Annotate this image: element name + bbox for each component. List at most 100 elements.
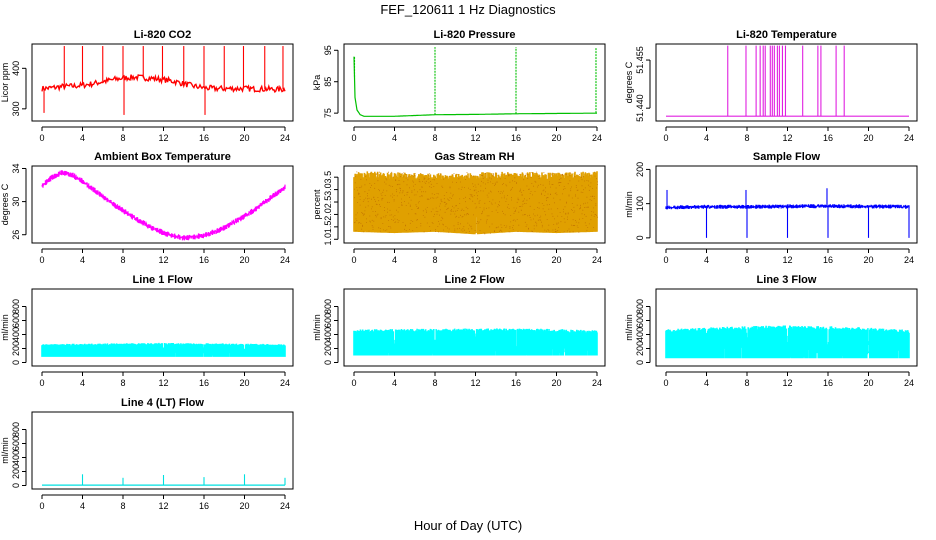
- x-axis: 0 4 8 12 16 20 24: [351, 126, 602, 143]
- plot-frame: [343, 43, 606, 122]
- y-axis-label: degrees C: [624, 61, 634, 103]
- x-axis: 0 4 8 12 16 20 24: [39, 371, 290, 388]
- y-tick-label: 0: [635, 360, 645, 365]
- y-tick-label: 34: [11, 163, 21, 173]
- y-axis: 300 400: [11, 61, 27, 116]
- plot-frame: [343, 288, 606, 367]
- x-tick-label: 24: [280, 255, 290, 265]
- x-tick-label: 20: [239, 255, 249, 265]
- x-tick-label: 4: [80, 501, 85, 511]
- x-tick-label: 20: [863, 133, 873, 143]
- y-tick-label: 85: [323, 77, 333, 87]
- y-tick-label: 800: [11, 299, 21, 314]
- x-tick-label: 8: [120, 378, 125, 388]
- panel-7-data: [41, 342, 286, 357]
- x-tick-label: 0: [663, 133, 668, 143]
- x-tick-label: 24: [592, 133, 602, 143]
- x-tick-label: 24: [280, 133, 290, 143]
- x-tick-label: 4: [80, 255, 85, 265]
- panel-1: 0 4 8 12 16 20 24 300 400 Li-820 CO2 Licor ppm: [0, 29, 294, 143]
- x-tick-label: 0: [351, 133, 356, 143]
- x-tick-label: 12: [782, 133, 792, 143]
- x-tick-label: 16: [199, 255, 209, 265]
- x-tick-label: 24: [904, 133, 914, 143]
- series-band: [665, 325, 910, 359]
- x-tick-label: 16: [511, 255, 521, 265]
- panel-title: Line 3 Flow: [757, 274, 817, 286]
- x-tick-label: 8: [432, 255, 437, 265]
- y-tick-label: 0: [635, 235, 645, 240]
- panel-2: 0 4 8 12 16 20 24 75 85 95 Li-820 Pressure kPa: [312, 29, 606, 143]
- y-tick-label: 26: [11, 230, 21, 240]
- plot-frame: [655, 43, 918, 122]
- x-tick-label: 0: [39, 501, 44, 511]
- y-tick-label: 600: [11, 313, 21, 328]
- y-tick-label: 0: [11, 360, 21, 365]
- x-axis: 0 4 8 12 16 20 24: [39, 494, 290, 511]
- x-tick-label: 12: [782, 255, 792, 265]
- x-tick-label: 20: [863, 255, 873, 265]
- series-line: [353, 56, 598, 117]
- y-axis: 26 30 34: [11, 163, 27, 240]
- y-axis-label: percent: [312, 189, 322, 220]
- x-tick-label: 8: [432, 378, 437, 388]
- panel-2-data: [353, 47, 598, 117]
- series-band: [353, 171, 598, 235]
- x-axis: 0 4 8 12 16 20 24: [39, 126, 290, 143]
- y-tick-label: 400: [11, 61, 21, 76]
- y-axis-label: ml/min: [312, 314, 322, 341]
- y-axis-label: kPa: [312, 75, 322, 91]
- y-tick-label: 1.0: [323, 233, 333, 246]
- x-tick-label: 16: [199, 133, 209, 143]
- x-tick-label: 16: [199, 501, 209, 511]
- x-tick-label: 8: [744, 133, 749, 143]
- panel-8-data: [353, 328, 598, 356]
- panel-1-data: [41, 46, 286, 115]
- y-tick-label: 0: [11, 483, 21, 488]
- series-line: [41, 170, 286, 241]
- x-axis: 0 4 8 12 16 20 24: [39, 248, 290, 265]
- x-tick-label: 12: [158, 501, 168, 511]
- y-tick-label: 400: [323, 327, 333, 342]
- x-tick-label: 16: [199, 378, 209, 388]
- y-axis: 51.440 51.455: [635, 46, 651, 122]
- panel-title: Sample Flow: [753, 151, 821, 163]
- x-axis: 0 4 8 12 16 20 24: [663, 126, 914, 143]
- x-tick-label: 24: [280, 378, 290, 388]
- x-tick-label: 4: [704, 133, 709, 143]
- y-tick-label: 800: [11, 422, 21, 437]
- y-tick-label: 2.5: [323, 196, 333, 209]
- y-tick-label: 51.440: [635, 94, 645, 122]
- x-tick-label: 12: [470, 255, 480, 265]
- x-tick-label: 24: [592, 378, 602, 388]
- y-tick-label: 75: [323, 108, 333, 118]
- x-tick-label: 24: [280, 501, 290, 511]
- series-band: [353, 328, 598, 356]
- x-tick-label: 4: [80, 133, 85, 143]
- x-axis: 0 4 8 12 16 20 24: [663, 248, 914, 265]
- x-tick-label: 4: [392, 378, 397, 388]
- x-tick-label: 4: [704, 378, 709, 388]
- x-tick-label: 12: [158, 255, 168, 265]
- x-tick-label: 0: [39, 378, 44, 388]
- figure-xlabel: Hour of Day (UTC): [414, 518, 522, 533]
- plot-frame: [655, 288, 918, 367]
- x-tick-label: 16: [823, 133, 833, 143]
- x-tick-label: 12: [158, 378, 168, 388]
- x-tick-label: 0: [663, 255, 668, 265]
- x-tick-label: 8: [744, 378, 749, 388]
- panel-title: Line 1 Flow: [133, 274, 193, 286]
- panel-title: Line 4 (LT) Flow: [121, 397, 204, 409]
- x-tick-label: 12: [470, 378, 480, 388]
- x-tick-label: 20: [551, 378, 561, 388]
- y-tick-label: 800: [635, 299, 645, 314]
- y-axis-label: degrees C: [0, 183, 10, 225]
- x-tick-label: 0: [351, 255, 356, 265]
- x-tick-label: 4: [392, 133, 397, 143]
- x-tick-label: 16: [511, 378, 521, 388]
- y-tick-label: 0: [323, 360, 333, 365]
- y-tick-label: 200: [635, 162, 645, 177]
